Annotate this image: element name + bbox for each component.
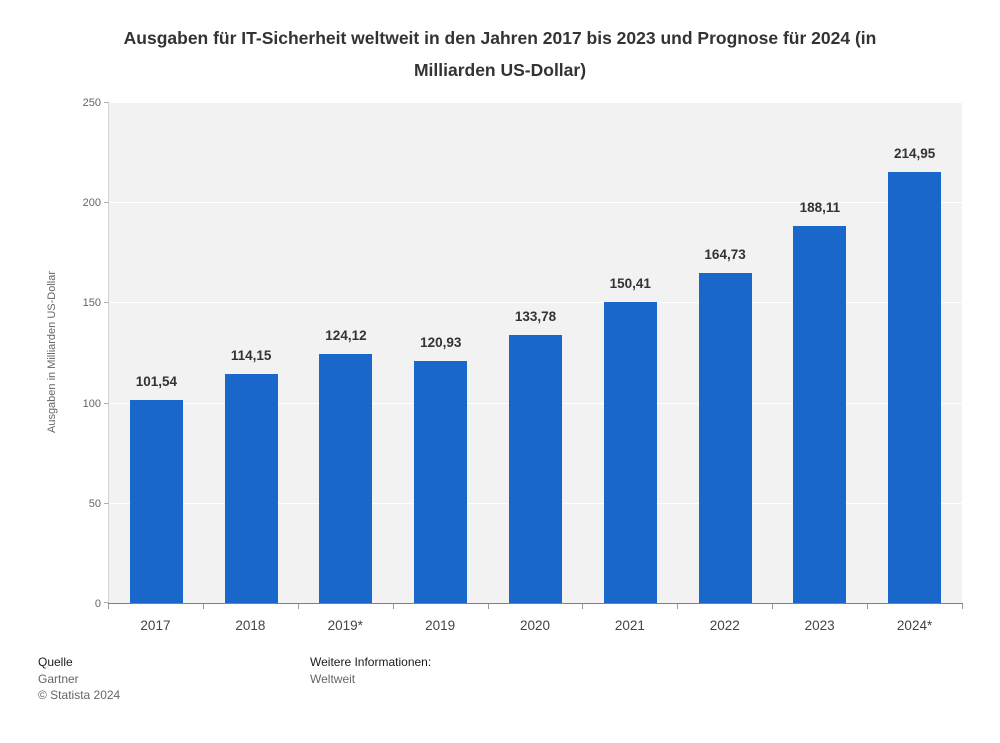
x-tick-label: 2019* xyxy=(327,618,363,633)
x-tick-mark xyxy=(488,604,489,609)
bar: 101,54 xyxy=(129,374,183,603)
copyright-notice: © Statista 2024 xyxy=(38,688,121,702)
bar-value-label: 214,95 xyxy=(893,146,936,162)
chart-title: Ausgaben für IT-Sicherheit weltweit in d… xyxy=(123,28,877,81)
x-tick-mark xyxy=(108,604,109,609)
more-info-label: Weitere Informationen: xyxy=(310,655,432,669)
bar: 214,95 xyxy=(888,146,942,603)
more-info-value: Weltweit xyxy=(310,672,356,686)
bar-value-label: 188,11 xyxy=(799,200,841,216)
gridline xyxy=(109,102,962,103)
x-tick-label: 2018 xyxy=(235,618,266,633)
bars-container: 101,54 114,15 124,12 120,93 133,78 150,41 164,… xyxy=(109,102,962,603)
x-tick-mark xyxy=(772,604,773,609)
bar: 124,12 xyxy=(319,328,373,603)
bar-slot: 124,12 xyxy=(299,328,394,603)
bar-value-label: 150,41 xyxy=(609,275,651,291)
x-tick-labels: 2017 2018 2019* 2019 2020 2021 2022 2023 2024* xyxy=(108,618,962,633)
x-tick-label: 2021 xyxy=(614,618,645,633)
x-tick-label: 2020 xyxy=(519,618,551,633)
bar-value-label: 114,15 xyxy=(230,348,272,364)
y-tick-label: 150 xyxy=(82,297,101,310)
x-tick-label: 2019 xyxy=(425,618,456,633)
bar: 188,11 xyxy=(793,200,847,603)
bar-slot: 120,93 xyxy=(393,335,488,603)
y-tick-mark xyxy=(104,602,109,603)
source-label: Quelle xyxy=(38,655,73,669)
bar-value-label: 120,93 xyxy=(420,334,462,350)
bar-slot: 188,11 xyxy=(772,200,867,603)
gridline xyxy=(109,202,962,204)
source-name: Gartner xyxy=(38,672,79,686)
x-tick-mark xyxy=(582,604,583,609)
y-tick-mark xyxy=(104,502,109,504)
x-axis-line xyxy=(108,603,963,604)
y-axis-title: Ausgaben in Milliarden US-Dollar xyxy=(46,270,58,434)
y-tick-label: 0 xyxy=(94,598,101,610)
y-tick-mark xyxy=(104,402,109,404)
bar: 150,41 xyxy=(603,276,657,603)
bar-slot: 133,78 xyxy=(488,309,583,603)
bar-value-label: 124,12 xyxy=(325,328,367,344)
bar: 133,78 xyxy=(509,309,563,603)
bar-value-label: 164,73 xyxy=(704,246,746,262)
gridline xyxy=(109,302,962,304)
x-tick-mark xyxy=(677,604,678,609)
y-tick-label: 250 xyxy=(82,97,101,109)
x-tick-mark xyxy=(962,604,963,609)
x-tick-label: 2022 xyxy=(709,618,740,633)
plot-area: 0 50 100 150 200 250 101,54 114,15 124,12 120,93… xyxy=(83,97,962,610)
bar-slot: 214,95 xyxy=(867,146,962,603)
bar-slot: 150,41 xyxy=(583,276,678,603)
y-tick-mark xyxy=(104,102,109,103)
x-tick-label: 2024* xyxy=(896,618,933,633)
x-tick-mark xyxy=(867,604,868,609)
y-tick-mark xyxy=(104,202,109,204)
x-tick-label: 2023 xyxy=(804,618,835,633)
bar-slot: 164,73 xyxy=(678,247,773,603)
bar: 120,93 xyxy=(414,335,468,603)
x-tick-mark xyxy=(298,604,299,609)
x-tick-label: 2017 xyxy=(140,618,171,633)
bar-slot: 101,54 xyxy=(109,374,204,603)
bar-slot: 114,15 xyxy=(204,348,299,603)
y-tick-label: 50 xyxy=(88,497,101,510)
x-tick-mark xyxy=(203,604,204,609)
y-tick-label: 200 xyxy=(82,197,101,210)
bar-value-label: 133,78 xyxy=(514,308,557,324)
x-tick-mark xyxy=(393,604,394,609)
bar: 164,73 xyxy=(698,247,752,603)
bar-value-label: 101,54 xyxy=(135,373,178,389)
y-tick-label: 100 xyxy=(82,397,101,410)
bar: 114,15 xyxy=(224,348,278,603)
y-tick-mark xyxy=(104,302,109,304)
